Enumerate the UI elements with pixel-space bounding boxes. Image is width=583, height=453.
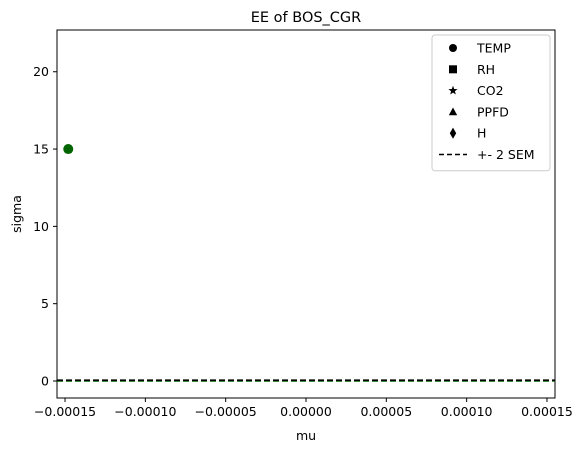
sem-lines [57,379,555,382]
legend-marker-triangle [448,107,458,116]
x-tick-label: −0.00005 [195,404,257,419]
x-tick-label: 0.00010 [441,404,493,419]
x-tick-label: 0.00005 [360,404,412,419]
x-axis-ticks: −0.00015 −0.00010 −0.00005 0.00000 0.00005 0.… [34,398,573,419]
legend-label: CO2 [477,83,504,98]
x-tick-label: −0.00015 [34,404,96,419]
legend-marker-square [449,65,457,74]
x-tick-label: 0.00000 [280,404,332,419]
legend: TEMP RH CO2 PPFD H +- 2 SEM [431,34,551,172]
y-axis-label: sigma [9,195,24,233]
legend-box [431,34,551,172]
data-points [63,144,74,155]
data-point [63,144,74,155]
legend-marker-diamond [449,127,457,139]
legend-label: TEMP [476,41,511,56]
y-tick-label: 5 [41,296,49,311]
x-axis-label: mu [296,428,316,443]
y-axis-ticks: 0 5 10 15 20 [33,64,57,388]
y-tick-label: 20 [33,64,49,79]
legend-label: RH [477,62,495,77]
y-tick-label: 10 [33,219,49,234]
chart-title: EE of BOS_CGR [251,10,362,26]
y-tick-label: 0 [41,373,49,388]
x-tick-label: −0.00010 [114,404,176,419]
legend-marker-circle [449,44,457,52]
legend-label: H [477,126,486,141]
y-tick-label: 15 [33,142,49,157]
x-tick-label: 0.00015 [521,404,573,419]
legend-label: +- 2 SEM [477,147,535,162]
legend-label: PPFD [477,104,509,119]
legend-marker-star [448,85,458,95]
